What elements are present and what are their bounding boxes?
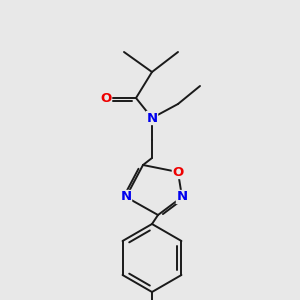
Text: N: N	[120, 190, 132, 203]
Text: N: N	[146, 112, 158, 124]
Text: N: N	[176, 190, 188, 203]
Text: O: O	[100, 92, 112, 104]
Text: O: O	[172, 166, 184, 178]
